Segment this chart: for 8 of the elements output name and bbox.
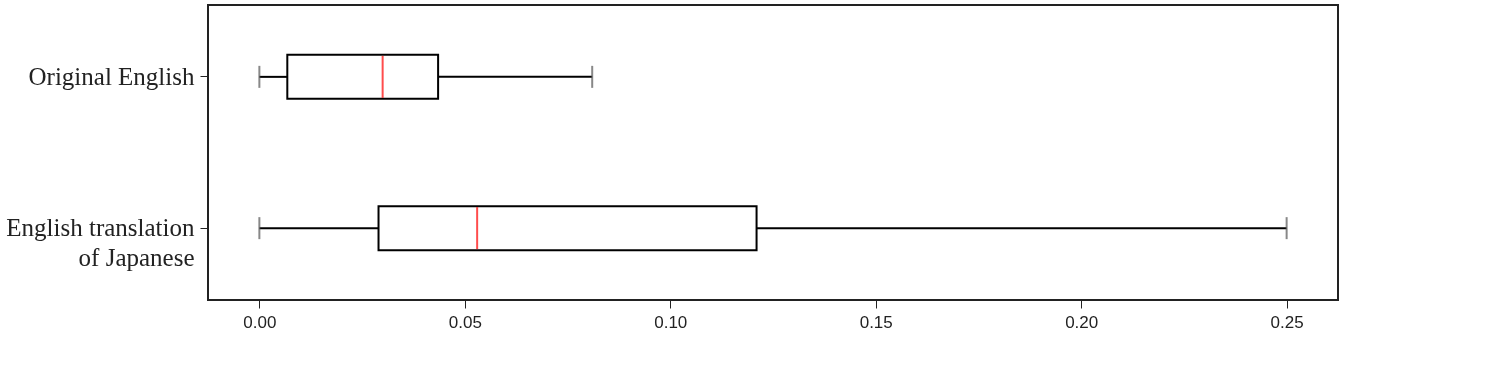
x-tick-label: 0.10 xyxy=(654,312,688,332)
y-tick-label: Original English xyxy=(28,62,195,90)
x-tick-label: 0.15 xyxy=(859,312,893,332)
y-tick-label: English translation of Japanese xyxy=(6,214,195,272)
x-tick-label: 0.05 xyxy=(448,312,482,332)
x-tick-label: 0.25 xyxy=(1270,312,1304,332)
x-tick-label: 0.20 xyxy=(1065,312,1099,332)
x-tick-label: 0.00 xyxy=(243,312,277,332)
